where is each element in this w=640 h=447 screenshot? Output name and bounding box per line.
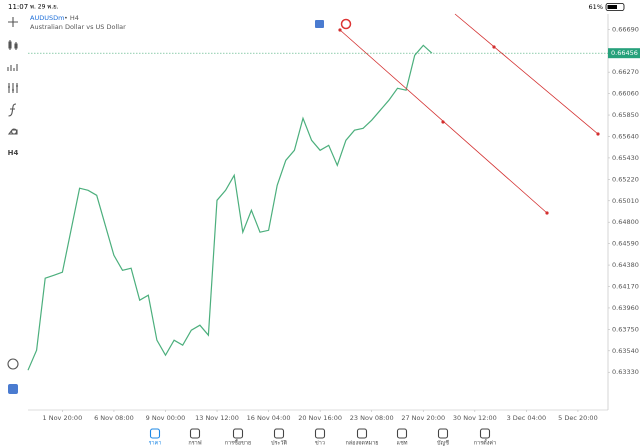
timeframe: • H4 [64,14,79,22]
y-tick-label: 0.63750 [612,325,639,333]
y-tick-label: 0.64380 [612,261,639,269]
settings-tool[interactable] [8,83,18,93]
nav-label[interactable]: การซื้อขาย [225,439,251,447]
x-tick-label: 23 Nov 08:00 [350,414,394,422]
left-toolbar: H4 [7,17,19,394]
battery-level [607,5,617,9]
y-tick-label: 0.64800 [612,218,639,226]
y-tick-label: 0.64590 [612,240,639,248]
nav-icon[interactable] [356,428,368,439]
nav-icon[interactable] [232,428,244,439]
crosshair-tool[interactable] [8,17,18,27]
nav-label[interactable]: แชท [397,440,408,447]
trade-icon[interactable] [315,20,324,28]
trend-handle[interactable] [545,211,549,215]
y-tick-label: 0.64170 [612,283,639,291]
history-tool[interactable] [7,358,19,370]
indicator-tool[interactable] [7,64,18,71]
x-tick-label: 1 Nov 20:00 [43,414,83,422]
trend-handle[interactable] [338,28,342,32]
y-tick-label: 0.63540 [612,347,639,355]
y-tick-label: 0.65220 [612,175,639,183]
plot-area: 0.66690 0.66270 0.66060 0.65850 0.65640 0.654… [27,14,640,422]
y-tick-label: 0.65640 [612,132,639,140]
status-time: 11:07 [8,3,28,11]
nav-label[interactable]: บัญชี [437,440,449,447]
trend-handle[interactable] [441,120,445,124]
y-tick-label: 0.63330 [612,368,639,376]
trend-handle[interactable] [596,132,600,136]
nav-icon[interactable] [437,428,449,439]
x-tick-label: 3 Dec 04:00 [507,414,547,422]
current-price-box [608,48,640,59]
chart-type-tool[interactable] [8,40,18,50]
symbol-description: Australian Dollar vs US Dollar [30,23,126,31]
y-tick-label: 0.63960 [612,304,639,312]
nav-label[interactable]: ราคา [149,441,162,447]
function-tool[interactable] [8,103,17,117]
x-tick-label: 9 Nov 00:00 [146,414,186,422]
y-tick-label: 0.66270 [612,68,639,76]
x-tick-label: 16 Nov 04:00 [247,414,291,422]
x-tick-label: 27 Nov 20:00 [401,414,445,422]
timeframe-button[interactable]: H4 [8,149,19,157]
status-date: พ. 29 พ.ย. [30,4,59,11]
x-tick-label: 13 Nov 12:00 [195,414,239,422]
nav-icon[interactable] [189,428,201,439]
nav-label[interactable]: ข่าว [315,441,325,447]
x-tick-label: 5 Dec 20:00 [558,414,598,422]
price-line [27,44,433,371]
x-tick-label: 30 Nov 12:00 [453,414,497,422]
status-battery: 61% [589,3,603,11]
nav-icon[interactable] [149,428,161,439]
y-tick-label: 0.66060 [612,90,639,98]
nav-icon[interactable] [273,428,285,439]
nav-icon[interactable] [479,428,491,439]
symbol[interactable]: AUDUSDm [30,14,64,22]
alert-icon[interactable] [340,18,352,30]
nav-icon[interactable] [396,428,408,439]
y-tick-label: 0.65850 [612,111,639,119]
nav-label[interactable]: การตั้งค่า [474,439,496,447]
objects-tool[interactable] [7,128,18,135]
trend-line[interactable] [454,13,599,135]
trend-handle[interactable] [492,45,496,49]
bottom-nav: ราคา กราฟ การซื้อขาย ประวัติ ข่าว กล่องจดหมาย… [149,428,496,447]
current-price-label: 0.66456 [611,49,638,57]
x-tick-label: 20 Nov 16:00 [298,414,342,422]
x-tick-label: 6 Nov 08:00 [94,414,134,422]
trade-panel-tool[interactable] [8,384,18,394]
nav-icon[interactable] [314,428,326,439]
battery-icon [605,3,625,11]
nav-label[interactable]: กราฟ [188,440,201,447]
nav-label[interactable]: กล่องจดหมาย [345,441,378,447]
nav-label[interactable]: ประวัติ [271,440,287,447]
y-tick-label: 0.66690 [612,25,639,33]
y-tick-label: 0.65430 [612,154,639,162]
y-tick-label: 0.65010 [612,197,639,205]
